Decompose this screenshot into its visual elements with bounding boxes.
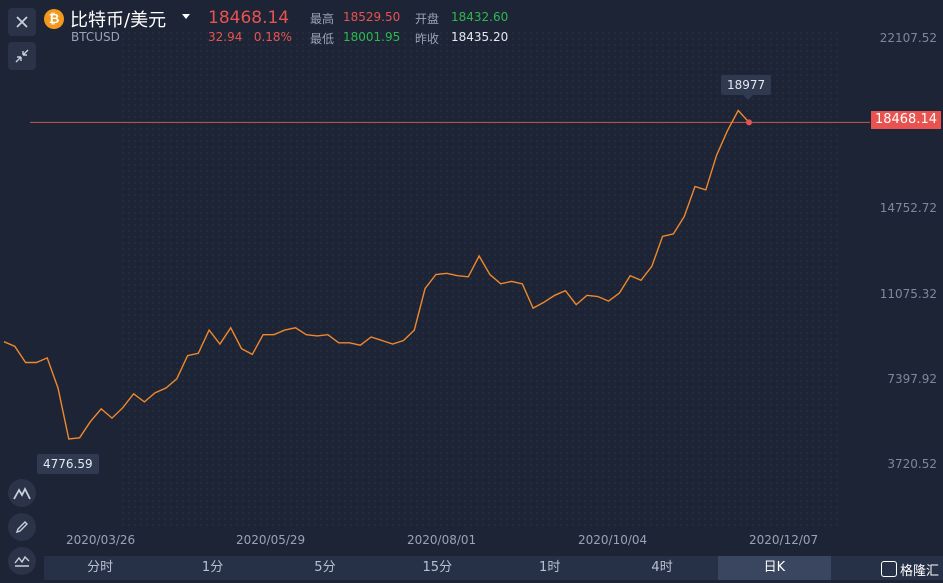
collapse-icon	[15, 49, 29, 63]
y-tick-label: 3720.52	[887, 457, 937, 471]
chevron-down-icon[interactable]	[182, 14, 190, 19]
tab-period[interactable]: 15分	[422, 560, 453, 575]
indicator-button[interactable]	[8, 479, 36, 507]
y-tick-label: 22107.52	[879, 31, 937, 45]
low-label: 最低	[310, 32, 335, 46]
y-tick-label: 11075.32	[879, 287, 937, 301]
high-annotation: 18977	[721, 75, 772, 100]
x-tick-label: 2020/12/07	[749, 533, 819, 547]
current-price-tag: 18468.14	[870, 111, 941, 129]
x-tick-label: 2020/10/04	[578, 533, 648, 547]
pencil-icon	[15, 521, 28, 534]
prev-close-label: 昨收	[415, 32, 440, 46]
open-value: 18432.60	[451, 10, 509, 24]
instrument-symbol: BTCUSD	[71, 30, 120, 44]
tab-period-active[interactable]: 日K	[718, 556, 831, 580]
y-tick-label: 14752.72	[879, 201, 937, 215]
tab-period[interactable]: 4时	[651, 560, 673, 575]
close-icon	[16, 16, 28, 28]
world-map-background	[120, 30, 840, 530]
open-label: 开盘	[415, 12, 440, 26]
x-tick-label: 2020/08/01	[407, 533, 477, 547]
wave-icon	[14, 555, 30, 567]
x-tick-label: 2020/03/26	[66, 533, 136, 547]
low-value: 18001.95	[343, 30, 401, 44]
high-value: 18529.50	[343, 10, 401, 24]
low-annotation: 4776.59	[37, 454, 99, 474]
brand-watermark: 格隆汇	[880, 560, 939, 579]
tab-period[interactable]: 分时	[87, 560, 114, 575]
x-tick-label: 2020/05/29	[236, 533, 306, 547]
change-value: 32.94	[208, 30, 243, 44]
instrument-title[interactable]: 比特币/美元	[70, 10, 167, 31]
close-button[interactable]	[8, 8, 36, 36]
high-label: 最高	[310, 12, 335, 26]
brand-name: 格隆汇	[899, 564, 939, 579]
bitcoin-icon: ₿	[44, 9, 64, 29]
mountain-icon	[13, 486, 31, 500]
last-price-marker	[746, 119, 752, 126]
last-price: 18468.14	[208, 8, 290, 28]
tab-period[interactable]: 5分	[314, 560, 336, 575]
collapse-button[interactable]	[8, 42, 36, 70]
tab-period[interactable]: 1时	[539, 560, 561, 575]
change-percent: 0.18%	[253, 30, 292, 44]
prev-close-value: 18435.20	[451, 30, 509, 44]
period-tabs: 分时 1分 5分 15分 1时 4时 日K	[44, 556, 943, 580]
brand-logo-icon	[880, 561, 897, 577]
draw-button[interactable]	[8, 513, 36, 541]
y-tick-label: 7397.92	[887, 372, 937, 386]
price-change: 32.94 0.18%	[208, 30, 292, 44]
wave-button[interactable]	[8, 547, 36, 575]
price-series-line	[3, 109, 750, 440]
tab-period[interactable]: 1分	[201, 560, 224, 575]
